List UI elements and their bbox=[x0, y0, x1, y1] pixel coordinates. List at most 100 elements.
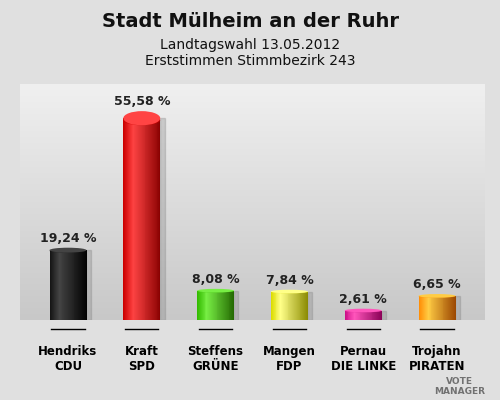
Bar bbox=[380, 310, 382, 320]
Bar bbox=[432, 296, 434, 320]
Bar bbox=[56, 250, 57, 320]
Bar bbox=[128, 118, 129, 320]
Polygon shape bbox=[456, 296, 460, 320]
Bar bbox=[211, 291, 212, 320]
Bar bbox=[214, 291, 216, 320]
Bar bbox=[84, 250, 86, 320]
Bar bbox=[55, 250, 56, 320]
Bar bbox=[125, 118, 126, 320]
Bar bbox=[291, 292, 292, 320]
Bar bbox=[139, 118, 140, 320]
Bar bbox=[146, 118, 148, 320]
Bar bbox=[353, 310, 354, 320]
Ellipse shape bbox=[345, 309, 382, 312]
Bar bbox=[82, 250, 84, 320]
Bar bbox=[285, 292, 286, 320]
Bar bbox=[288, 292, 290, 320]
Text: 6,65 %: 6,65 % bbox=[413, 278, 461, 291]
Bar bbox=[292, 292, 293, 320]
Bar bbox=[375, 310, 376, 320]
Bar bbox=[449, 296, 450, 320]
Bar bbox=[65, 250, 66, 320]
Bar bbox=[222, 291, 223, 320]
Bar bbox=[430, 296, 432, 320]
Bar bbox=[451, 296, 452, 320]
Bar bbox=[213, 291, 214, 320]
Ellipse shape bbox=[124, 111, 160, 125]
Bar bbox=[202, 291, 203, 320]
Bar bbox=[228, 291, 230, 320]
Bar bbox=[362, 310, 364, 320]
Bar bbox=[437, 296, 438, 320]
Bar bbox=[77, 250, 78, 320]
Bar bbox=[294, 292, 295, 320]
Ellipse shape bbox=[271, 290, 308, 293]
Bar bbox=[57, 250, 58, 320]
Bar bbox=[64, 250, 66, 320]
Bar bbox=[216, 291, 218, 320]
Bar bbox=[434, 296, 436, 320]
Ellipse shape bbox=[197, 290, 234, 292]
Bar bbox=[376, 310, 377, 320]
Bar bbox=[50, 250, 51, 320]
Bar bbox=[447, 296, 448, 320]
Text: 19,24 %: 19,24 % bbox=[40, 232, 96, 245]
Bar bbox=[365, 310, 366, 320]
Bar bbox=[124, 118, 126, 320]
Polygon shape bbox=[160, 118, 164, 320]
Bar bbox=[378, 310, 379, 320]
Bar bbox=[60, 250, 62, 320]
Bar bbox=[444, 296, 446, 320]
Bar bbox=[233, 291, 234, 320]
Bar bbox=[232, 291, 233, 320]
Bar bbox=[80, 250, 81, 320]
Bar bbox=[273, 292, 274, 320]
Bar bbox=[201, 291, 202, 320]
Bar bbox=[380, 310, 381, 320]
Ellipse shape bbox=[124, 115, 160, 125]
Bar bbox=[302, 292, 304, 320]
Bar bbox=[202, 291, 203, 320]
Bar bbox=[68, 250, 69, 320]
Bar bbox=[366, 310, 367, 320]
Bar bbox=[358, 310, 360, 320]
Bar bbox=[126, 118, 127, 320]
Bar bbox=[283, 292, 284, 320]
Bar bbox=[427, 296, 428, 320]
Polygon shape bbox=[234, 291, 238, 320]
Bar bbox=[363, 310, 364, 320]
Bar bbox=[137, 118, 138, 320]
Bar bbox=[271, 292, 272, 320]
Bar bbox=[355, 310, 356, 320]
Bar bbox=[225, 291, 226, 320]
Ellipse shape bbox=[50, 248, 86, 252]
Bar bbox=[129, 118, 130, 320]
Bar bbox=[281, 292, 282, 320]
Bar bbox=[428, 296, 429, 320]
Bar bbox=[424, 296, 425, 320]
Bar bbox=[446, 296, 447, 320]
Bar bbox=[298, 292, 300, 320]
Bar bbox=[450, 296, 451, 320]
Bar bbox=[204, 291, 206, 320]
Bar bbox=[226, 291, 228, 320]
Bar bbox=[70, 250, 71, 320]
Bar bbox=[369, 310, 370, 320]
Bar bbox=[197, 291, 198, 320]
Bar bbox=[82, 250, 83, 320]
Ellipse shape bbox=[271, 291, 308, 293]
Bar bbox=[66, 250, 67, 320]
Bar bbox=[209, 291, 210, 320]
Bar bbox=[138, 118, 139, 320]
Polygon shape bbox=[308, 292, 312, 320]
Bar bbox=[212, 291, 213, 320]
Bar bbox=[440, 296, 442, 320]
Bar bbox=[452, 296, 454, 320]
Bar bbox=[220, 291, 221, 320]
Bar bbox=[154, 118, 156, 320]
Polygon shape bbox=[382, 310, 386, 320]
Bar bbox=[305, 292, 306, 320]
Bar bbox=[230, 291, 232, 320]
Bar bbox=[156, 118, 158, 320]
Bar bbox=[360, 310, 362, 320]
